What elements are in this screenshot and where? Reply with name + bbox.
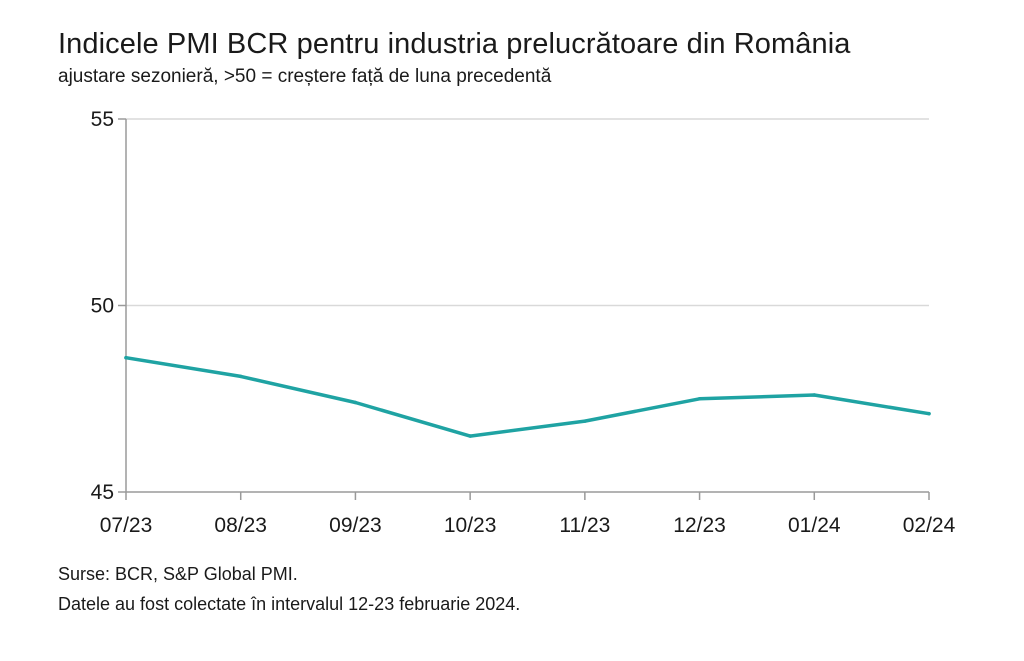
x-tick-label: 10/23 [444,514,497,537]
data-point [697,397,702,401]
collection-note: Datele au fost colectate în intervalul 1… [58,594,521,614]
data-point [238,374,243,379]
x-tick-label: 11/23 [559,514,610,537]
x-tick-label: 09/23 [329,514,382,537]
y-tick-labels: 45 50 55 [91,108,114,504]
chart-title: Indicele PMI BCR pentru industria preluc… [58,28,851,60]
data-point [468,434,472,438]
chart-subtitle: ajustare sezonieră, >50 = creștere față … [58,66,552,87]
x-tick-labels: 07/23 08/23 09/23 10/23 11/23 12/23 01/24 02/24 [100,514,956,537]
x-tick-label: 02/24 [903,514,956,537]
y-tick-label: 50 [91,295,114,318]
data-point [124,355,128,360]
y-tick-label: 45 [91,481,114,504]
x-tick-label: 08/23 [214,514,267,537]
axes [118,118,930,500]
data-point [812,393,817,397]
x-tick-label: 01/24 [788,514,841,537]
x-tick-label: 12/23 [673,514,726,537]
gridlines [126,118,929,307]
source-note: Surse: BCR, S&P Global PMI. [58,564,298,584]
series-line-pmi [124,355,931,438]
data-point [583,419,587,423]
data-point [927,411,931,416]
data-point [353,400,358,405]
x-tick-label: 07/23 [100,514,153,537]
series-layer [124,355,931,438]
y-tick-label: 55 [91,108,114,131]
